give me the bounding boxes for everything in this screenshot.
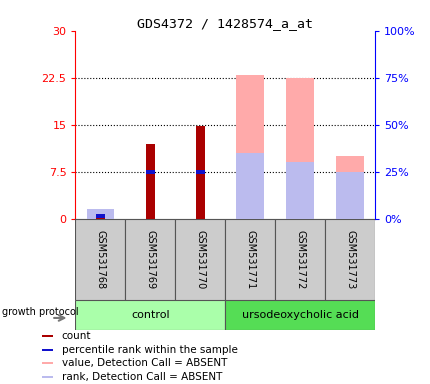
Bar [42, 349, 53, 351]
Text: rank, Detection Call = ABSENT: rank, Detection Call = ABSENT [61, 372, 221, 382]
Text: value, Detection Call = ABSENT: value, Detection Call = ABSENT [61, 358, 227, 368]
Text: percentile rank within the sample: percentile rank within the sample [61, 345, 237, 355]
Bar [175, 219, 224, 300]
Text: growth protocol: growth protocol [2, 307, 78, 317]
Bar [324, 219, 374, 300]
Bar [236, 153, 263, 219]
Bar [42, 362, 53, 364]
Title: GDS4372 / 1428574_a_at: GDS4372 / 1428574_a_at [137, 17, 313, 30]
Bar [224, 300, 374, 330]
Bar [224, 219, 274, 300]
Text: count: count [61, 331, 91, 341]
Text: ursodeoxycholic acid: ursodeoxycholic acid [241, 310, 358, 320]
Bar [86, 211, 114, 219]
Bar [145, 144, 154, 219]
Bar [86, 210, 114, 219]
Text: GSM531773: GSM531773 [344, 230, 354, 289]
Bar [236, 74, 263, 219]
Text: GSM531771: GSM531771 [245, 230, 255, 289]
Bar [286, 78, 313, 219]
Bar [145, 170, 154, 174]
Bar [75, 219, 125, 300]
Text: GSM531768: GSM531768 [95, 230, 105, 289]
Text: GSM531770: GSM531770 [195, 230, 205, 289]
Bar [125, 219, 175, 300]
Text: GSM531772: GSM531772 [295, 230, 304, 289]
Bar [195, 170, 204, 174]
Bar [335, 172, 363, 219]
Bar [42, 335, 53, 337]
Bar [75, 300, 224, 330]
Bar [95, 217, 104, 219]
Bar [335, 156, 363, 219]
Text: control: control [131, 310, 169, 320]
Bar [42, 376, 53, 378]
Bar [274, 219, 324, 300]
Bar [286, 162, 313, 219]
Bar [95, 214, 104, 218]
Bar [195, 126, 204, 219]
Text: GSM531769: GSM531769 [145, 230, 155, 289]
